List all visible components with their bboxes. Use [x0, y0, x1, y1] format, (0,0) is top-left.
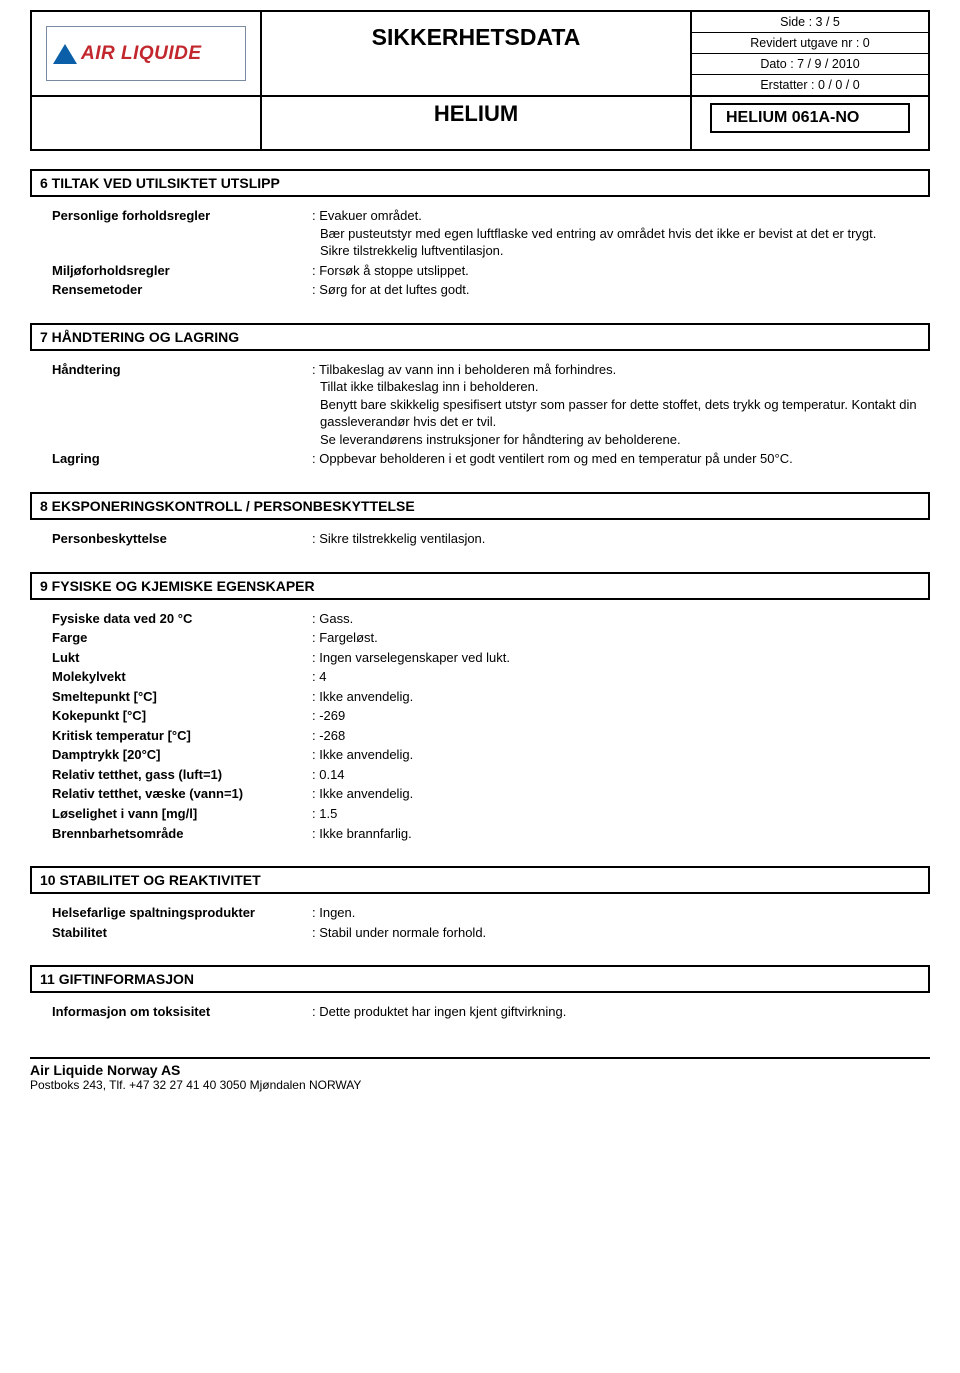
- property-value: : Tilbakeslag av vann inn i beholderen m…: [312, 361, 924, 449]
- property-row: Personlige forholdsregler: Evakuer områd…: [52, 207, 924, 260]
- product-name: HELIUM: [262, 97, 690, 149]
- property-value: : -268: [312, 727, 924, 745]
- property-row: Stabilitet: Stabil under normale forhold…: [52, 924, 924, 942]
- section-9-header: 9 FYSISKE OG KJEMISKE EGENSKAPER: [30, 572, 930, 600]
- footer-address: Postboks 243, Tlf. +47 32 27 41 40 3050 …: [30, 1078, 930, 1092]
- header-box: AIR LIQUIDE SIKKERHETSDATA Side : 3 / 5 …: [30, 10, 930, 151]
- footer: Air Liquide Norway AS Postboks 243, Tlf.…: [30, 1057, 930, 1092]
- property-value: : Dette produktet har ingen kjent giftvi…: [312, 1003, 924, 1021]
- product-code-cell: HELIUM 061A-NO: [690, 97, 928, 149]
- property-row: Informasjon om toksisitet: Dette produkt…: [52, 1003, 924, 1021]
- property-row: Molekylvekt: 4: [52, 668, 924, 686]
- property-label: Kokepunkt [°C]: [52, 707, 312, 725]
- doc-title: SIKKERHETSDATA: [372, 24, 581, 51]
- property-value: : 0.14: [312, 766, 924, 784]
- property-value: : Ingen varselegenskaper ved lukt.: [312, 649, 924, 667]
- property-row: Lagring: Oppbevar beholderen i et godt v…: [52, 450, 924, 468]
- product-code: HELIUM 061A-NO: [710, 103, 910, 133]
- product-left-spacer: [32, 97, 262, 149]
- meta-page: Side : 3 / 5: [692, 12, 928, 33]
- logo-cell: AIR LIQUIDE: [32, 12, 262, 97]
- property-row: Løselighet i vann [mg/l]: 1.5: [52, 805, 924, 823]
- property-label: Kritisk temperatur [°C]: [52, 727, 312, 745]
- property-value: : 4: [312, 668, 924, 686]
- property-value: : Ikke anvendelig.: [312, 785, 924, 803]
- property-label: Helsefarlige spaltningsprodukter: [52, 904, 312, 922]
- property-row: Kritisk temperatur [°C]: -268: [52, 727, 924, 745]
- property-value: : Ikke anvendelig.: [312, 746, 924, 764]
- property-value: : Fargeløst.: [312, 629, 924, 647]
- section-11-header: 11 GIFTINFORMASJON: [30, 965, 930, 993]
- property-value: : Sikre tilstrekkelig ventilasjon.: [312, 530, 924, 548]
- doc-title-cell: SIKKERHETSDATA: [262, 12, 690, 97]
- logo: AIR LIQUIDE: [46, 26, 246, 81]
- property-label: Personbeskyttelse: [52, 530, 312, 548]
- footer-company: Air Liquide Norway AS: [30, 1062, 930, 1078]
- property-value: : Forsøk å stoppe utslippet.: [312, 262, 924, 280]
- section-7-header: 7 HÅNDTERING OG LAGRING: [30, 323, 930, 351]
- property-label: Rensemetoder: [52, 281, 312, 299]
- property-value: : Evakuer området.Bær pusteutstyr med eg…: [312, 207, 924, 260]
- meta-revision: Revidert utgave nr : 0: [692, 33, 928, 54]
- property-label: Damptrykk [20°C]: [52, 746, 312, 764]
- property-row: Relativ tetthet, væske (vann=1): Ikke an…: [52, 785, 924, 803]
- meta-date: Dato : 7 / 9 / 2010: [692, 54, 928, 75]
- property-value: : -269: [312, 707, 924, 725]
- property-label: Fysiske data ved 20 °C: [52, 610, 312, 628]
- property-label: Lukt: [52, 649, 312, 667]
- property-value: : Sørg for at det luftes godt.: [312, 281, 924, 299]
- property-row: Håndtering: Tilbakeslag av vann inn i be…: [52, 361, 924, 449]
- section-10-body: Helsefarlige spaltningsprodukter: Ingen.…: [30, 894, 930, 953]
- meta-cell: Side : 3 / 5 Revidert utgave nr : 0 Dato…: [690, 12, 928, 97]
- property-label: Relativ tetthet, gass (luft=1): [52, 766, 312, 784]
- property-label: Miljøforholdsregler: [52, 262, 312, 280]
- property-row: Brennbarhetsområde: Ikke brannfarlig.: [52, 825, 924, 843]
- property-label: Lagring: [52, 450, 312, 468]
- section-9-body: Fysiske data ved 20 °C: Gass.Farge: Farg…: [30, 600, 930, 855]
- property-row: Damptrykk [20°C]: Ikke anvendelig.: [52, 746, 924, 764]
- property-row: Rensemetoder: Sørg for at det luftes god…: [52, 281, 924, 299]
- property-value: : Ikke anvendelig.: [312, 688, 924, 706]
- section-8-header: 8 EKSPONERINGSKONTROLL / PERSONBESKYTTEL…: [30, 492, 930, 520]
- property-value: : 1.5: [312, 805, 924, 823]
- property-label: Relativ tetthet, væske (vann=1): [52, 785, 312, 803]
- property-value: : Stabil under normale forhold.: [312, 924, 924, 942]
- property-label: Personlige forholdsregler: [52, 207, 312, 260]
- property-label: Molekylvekt: [52, 668, 312, 686]
- section-11-body: Informasjon om toksisitet: Dette produkt…: [30, 993, 930, 1033]
- header-top-row: AIR LIQUIDE SIKKERHETSDATA Side : 3 / 5 …: [32, 12, 928, 97]
- section-8-body: Personbeskyttelse: Sikre tilstrekkelig v…: [30, 520, 930, 560]
- property-label: Brennbarhetsområde: [52, 825, 312, 843]
- section-6-body: Personlige forholdsregler: Evakuer områd…: [30, 197, 930, 311]
- property-value: : Oppbevar beholderen i et godt ventiler…: [312, 450, 924, 468]
- header-bottom-row: HELIUM HELIUM 061A-NO: [32, 97, 928, 149]
- section-7-body: Håndtering: Tilbakeslag av vann inn i be…: [30, 351, 930, 480]
- property-row: Relativ tetthet, gass (luft=1): 0.14: [52, 766, 924, 784]
- logo-text: AIR LIQUIDE: [81, 43, 202, 65]
- section-10-header: 10 STABILITET OG REAKTIVITET: [30, 866, 930, 894]
- property-label: Løselighet i vann [mg/l]: [52, 805, 312, 823]
- property-row: Kokepunkt [°C]: -269: [52, 707, 924, 725]
- property-row: Lukt: Ingen varselegenskaper ved lukt.: [52, 649, 924, 667]
- property-label: Informasjon om toksisitet: [52, 1003, 312, 1021]
- property-label: Håndtering: [52, 361, 312, 449]
- property-row: Miljøforholdsregler: Forsøk å stoppe uts…: [52, 262, 924, 280]
- property-value: : Ikke brannfarlig.: [312, 825, 924, 843]
- property-row: Helsefarlige spaltningsprodukter: Ingen.: [52, 904, 924, 922]
- section-6-header: 6 TILTAK VED UTILSIKTET UTSLIPP: [30, 169, 930, 197]
- property-row: Fysiske data ved 20 °C: Gass.: [52, 610, 924, 628]
- page: AIR LIQUIDE SIKKERHETSDATA Side : 3 / 5 …: [0, 0, 960, 1112]
- property-row: Smeltepunkt [°C]: Ikke anvendelig.: [52, 688, 924, 706]
- logo-triangle-icon: [53, 44, 77, 64]
- property-value: : Gass.: [312, 610, 924, 628]
- property-row: Personbeskyttelse: Sikre tilstrekkelig v…: [52, 530, 924, 548]
- property-value: : Ingen.: [312, 904, 924, 922]
- property-label: Smeltepunkt [°C]: [52, 688, 312, 706]
- meta-replaces: Erstatter : 0 / 0 / 0: [692, 75, 928, 97]
- property-label: Stabilitet: [52, 924, 312, 942]
- property-label: Farge: [52, 629, 312, 647]
- property-row: Farge: Fargeløst.: [52, 629, 924, 647]
